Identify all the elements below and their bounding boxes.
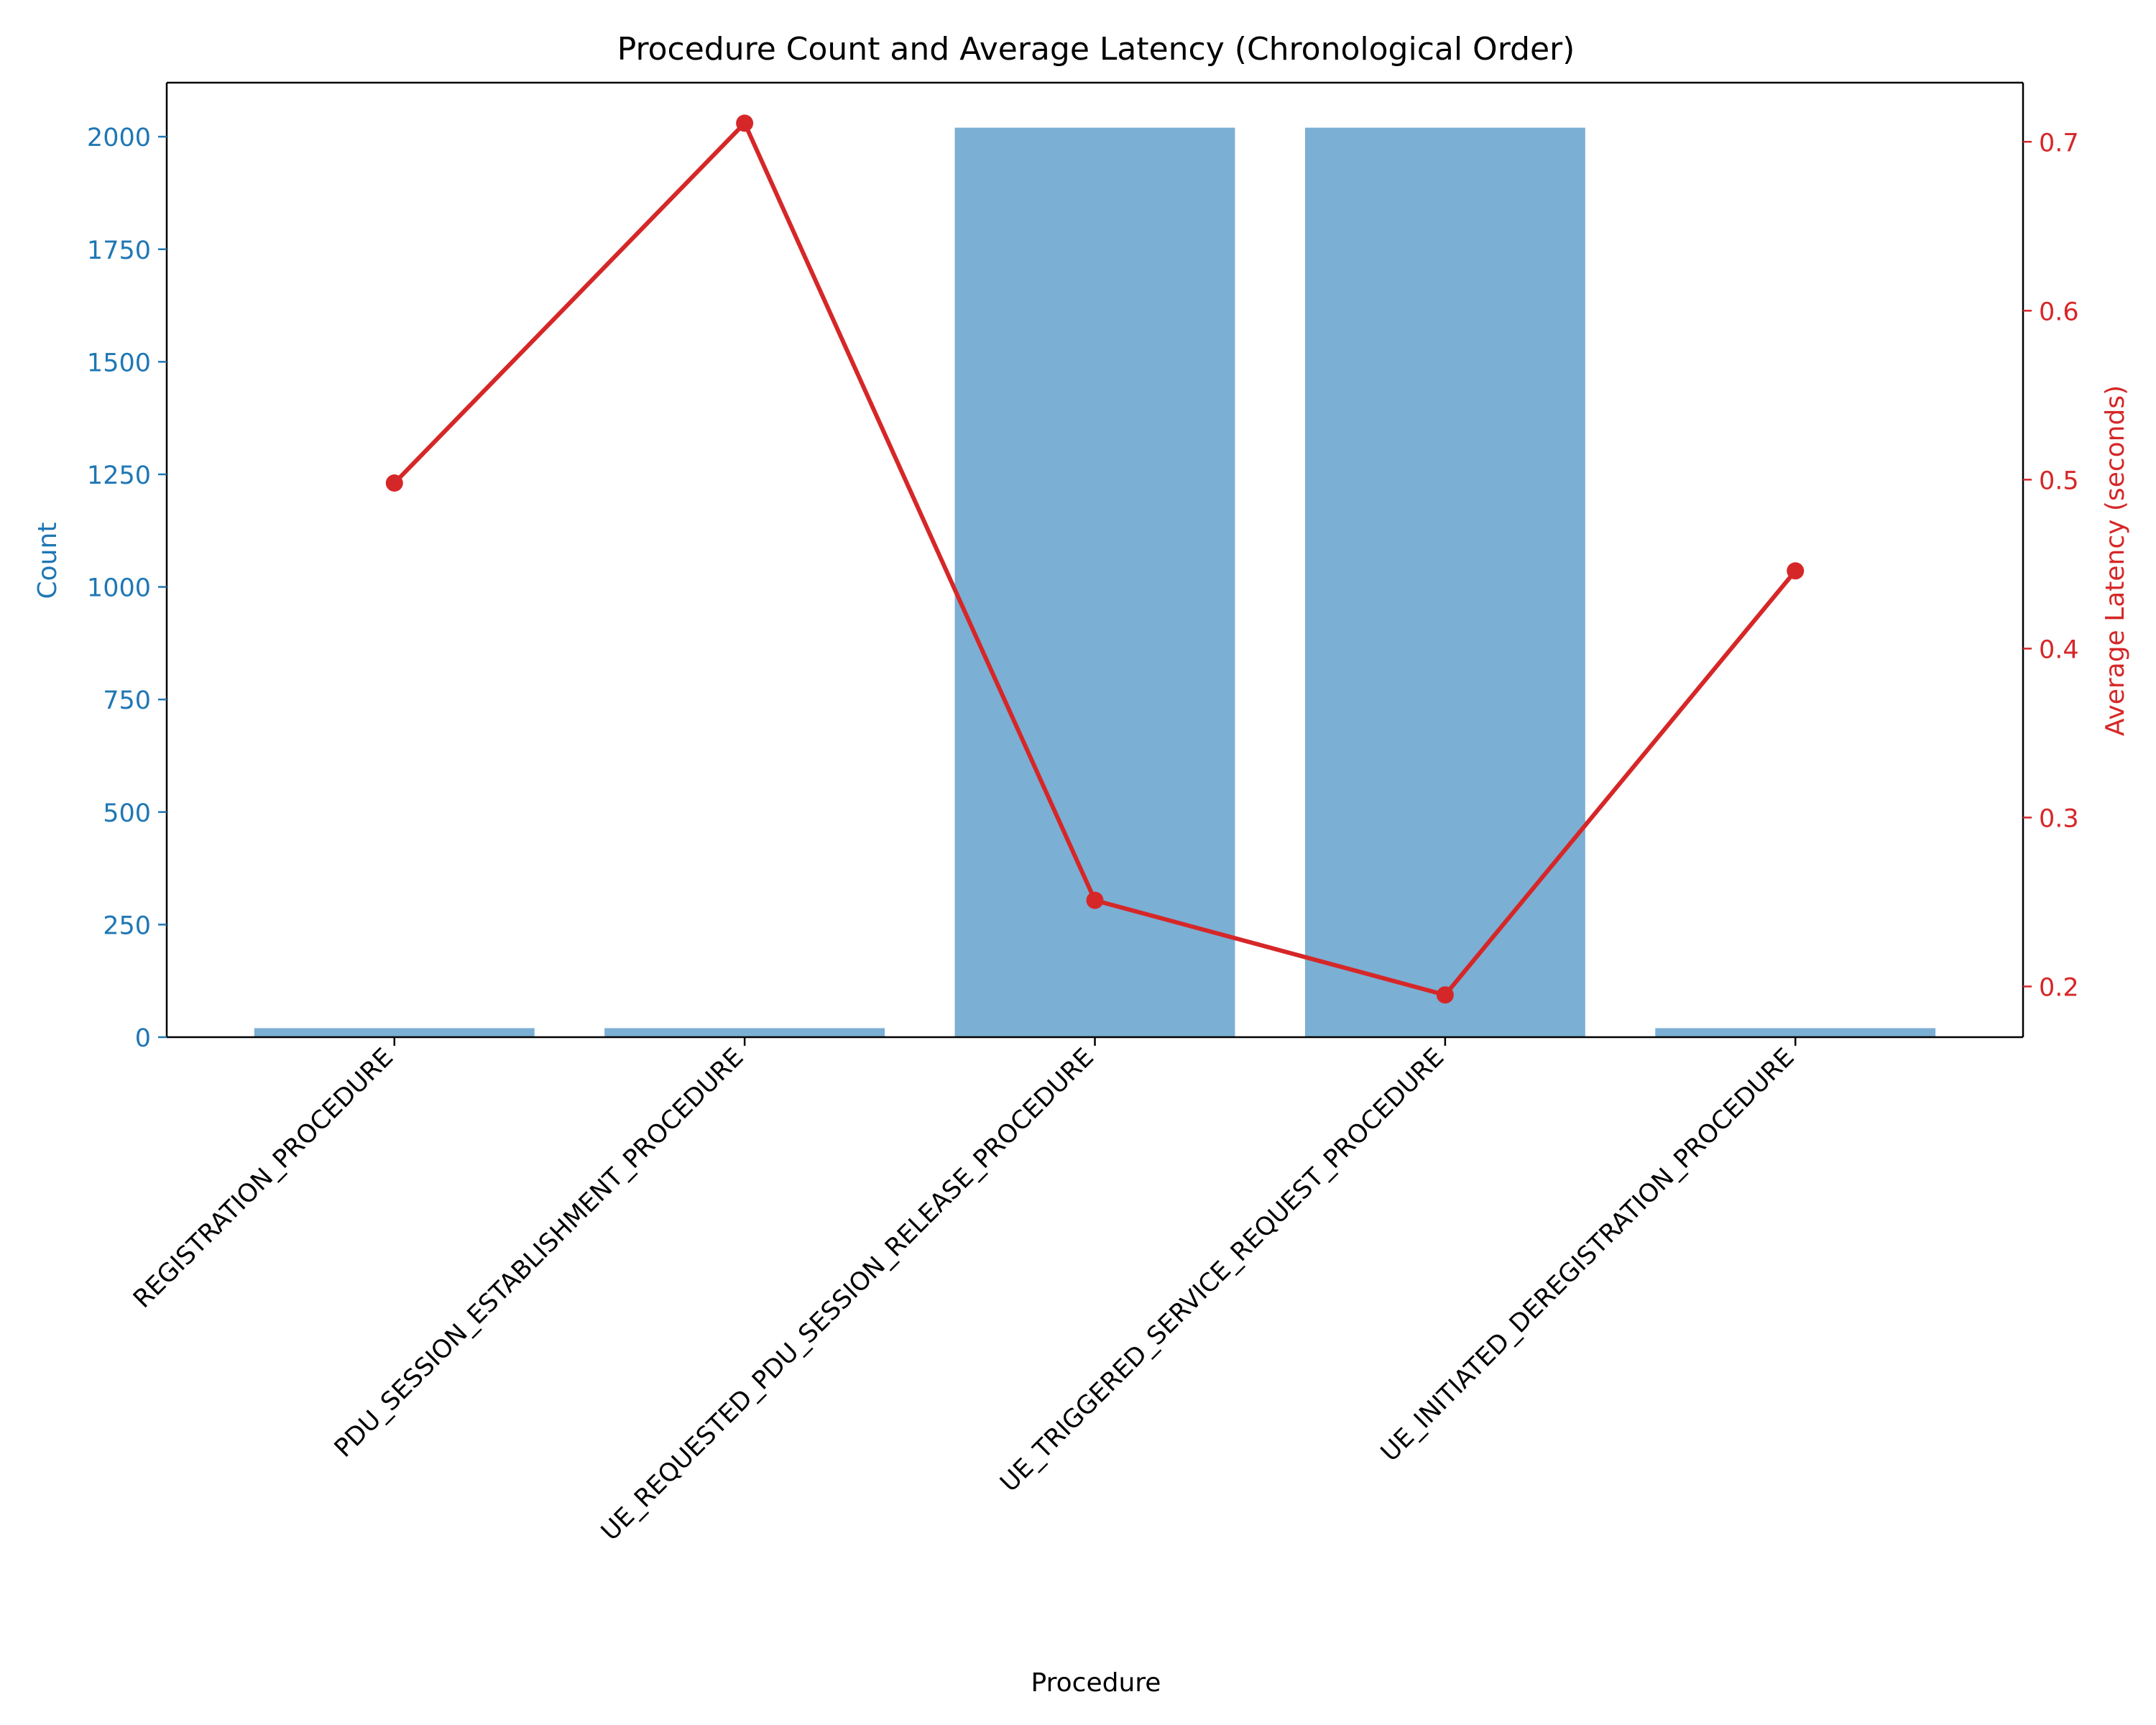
latency-point	[1787, 562, 1805, 580]
count-bar	[604, 1028, 885, 1037]
right-tick-label: 0.4	[2039, 635, 2079, 664]
x-axis-label: Procedure	[1031, 1668, 1161, 1698]
latency-point	[736, 114, 754, 132]
right-tick-label: 0.6	[2039, 298, 2079, 326]
left-tick-label: 500	[103, 799, 151, 828]
latency-point	[1436, 986, 1454, 1004]
left-tick-label: 1750	[87, 236, 151, 265]
latency-line-layer	[385, 114, 1805, 1004]
right-axis-label: Average Latency (seconds)	[2101, 385, 2130, 736]
right-tick-label: 0.7	[2039, 129, 2079, 157]
count-bar	[954, 127, 1235, 1038]
left-tick-label: 750	[103, 686, 151, 715]
left-tick-label: 1250	[87, 461, 151, 490]
right-tick-label: 0.5	[2039, 466, 2079, 495]
count-bar	[1655, 1028, 1936, 1037]
count-bar	[254, 1028, 535, 1037]
left-axis-label: Count	[33, 523, 63, 599]
axes-layer: 0 250 500 750 1000 1250 1500 1750 2000 0.2 0.3 0.4 0…	[87, 81, 2079, 1053]
count-bar	[1304, 127, 1585, 1038]
left-tick-label: 250	[103, 911, 151, 940]
left-tick-label: 2000	[87, 124, 151, 152]
left-tick-label: 1000	[87, 574, 151, 603]
bars-layer	[254, 127, 1936, 1038]
chart-title: Procedure Count and Average Latency (Chr…	[617, 31, 1575, 68]
latency-point	[1086, 891, 1104, 909]
latency-point	[385, 474, 403, 492]
right-tick-label: 0.3	[2039, 804, 2079, 833]
left-tick-label: 1500	[87, 349, 151, 377]
right-tick-label: 0.2	[2039, 973, 2079, 1002]
left-tick-label: 0	[135, 1024, 151, 1053]
